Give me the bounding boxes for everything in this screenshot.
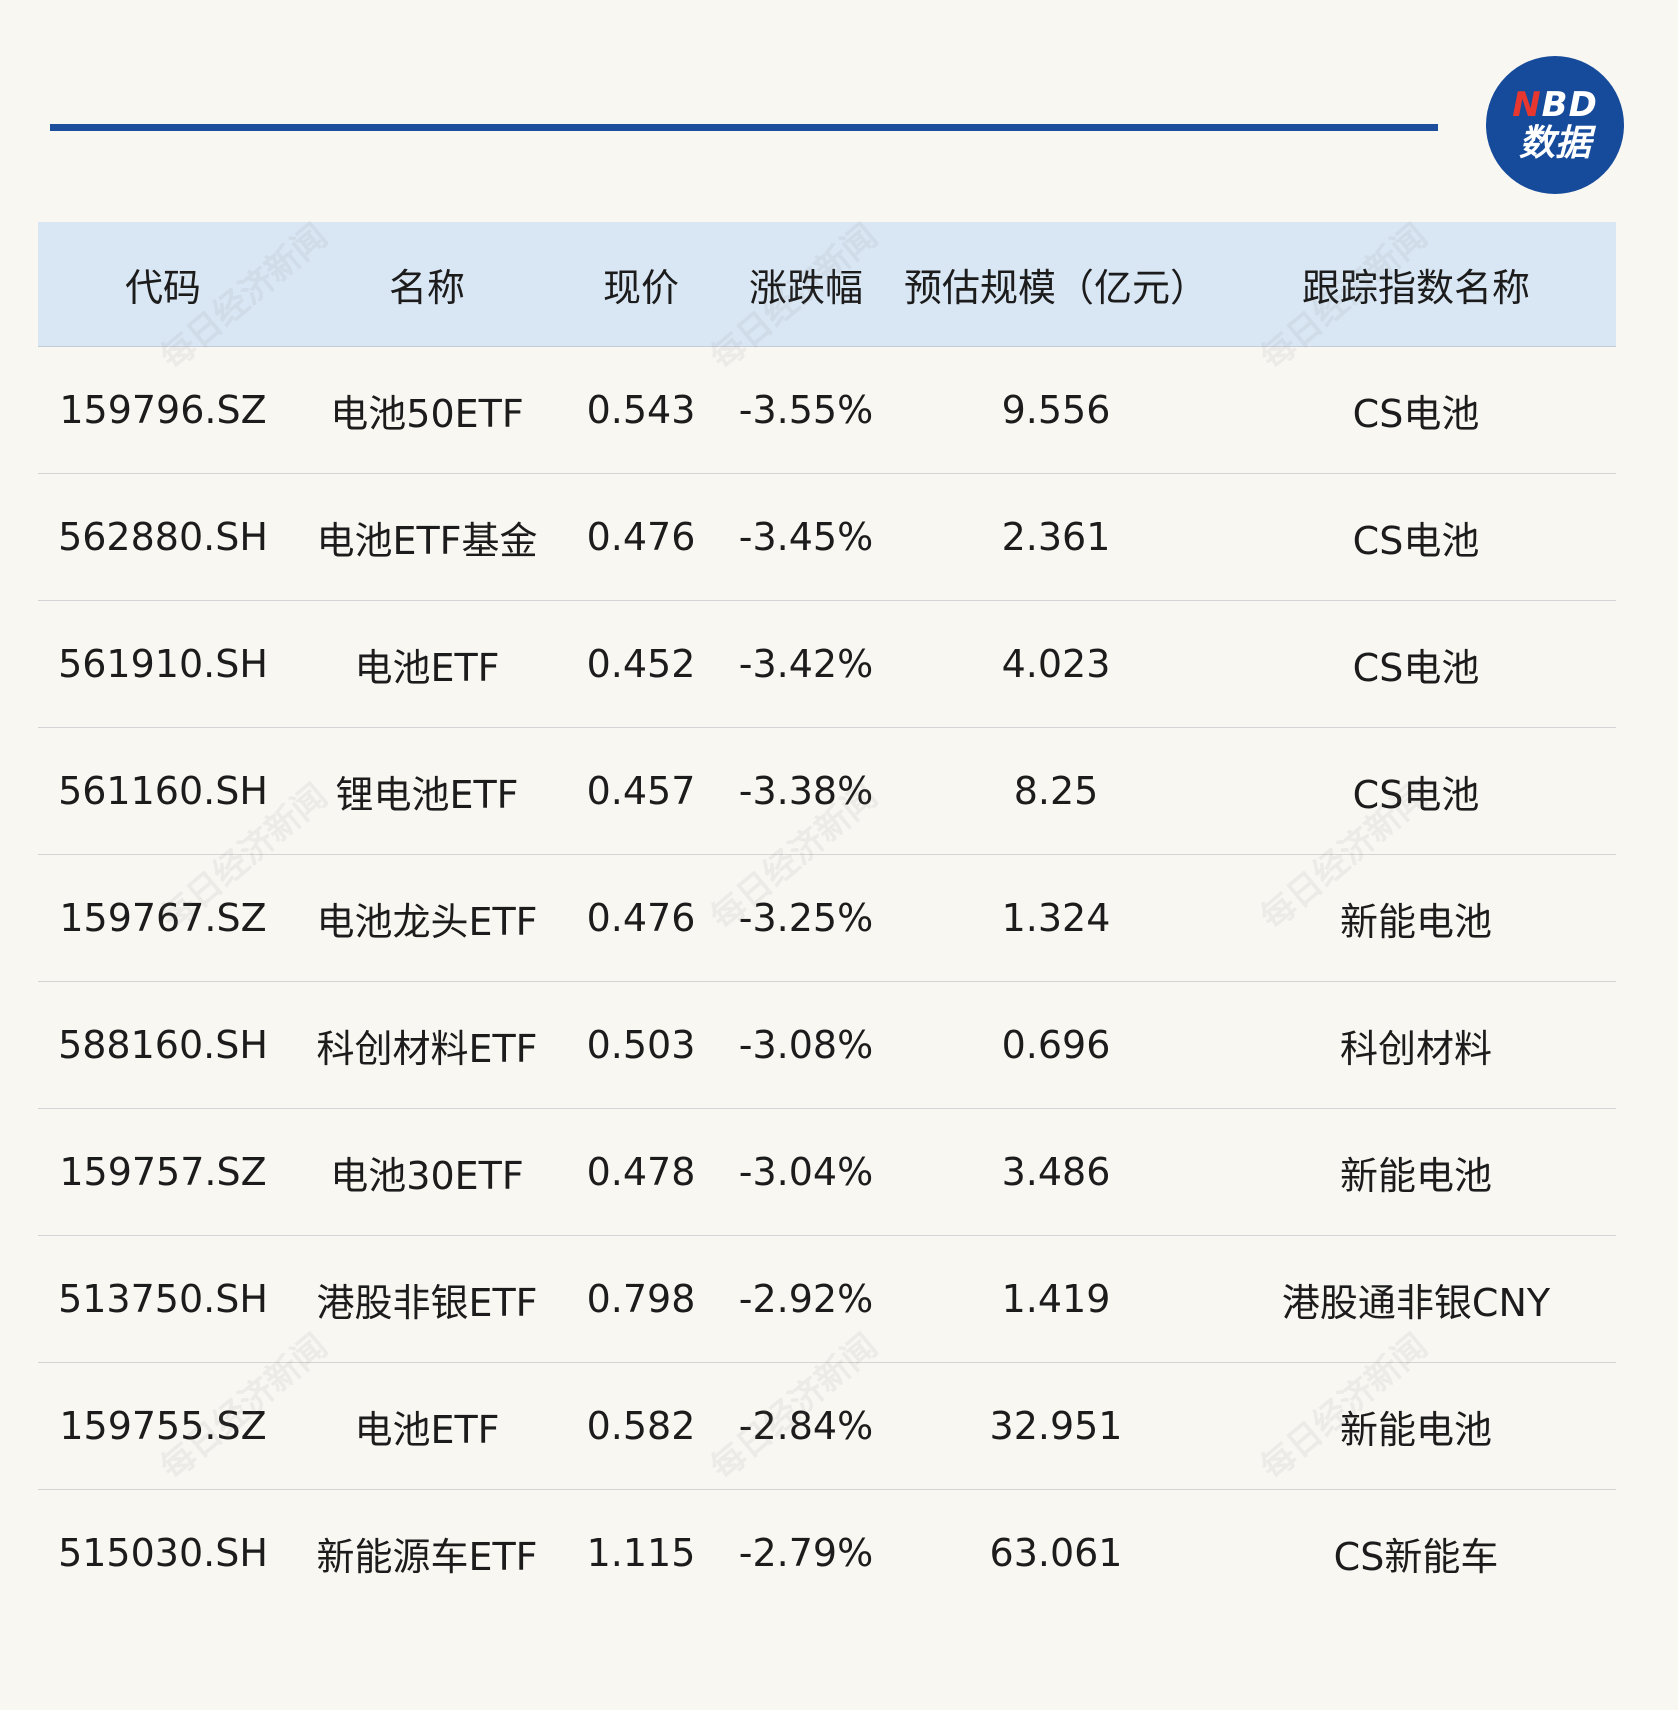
table-row: 562880.SH 电池ETF基金 0.476 -3.45% 2.361 CS电池 [38, 474, 1616, 601]
cell-name: 锂电池ETF [335, 772, 519, 817]
cell-price: 1.115 [586, 1531, 696, 1575]
cell-change: -3.25% [738, 896, 874, 940]
cell-index: CS电池 [1352, 645, 1480, 690]
cell-price: 0.476 [586, 515, 696, 559]
cell-scale: 2.361 [1001, 515, 1111, 559]
cell-price: 0.582 [586, 1404, 696, 1448]
cell-name: 科创材料ETF [316, 1026, 538, 1071]
header-code: 代码 [124, 265, 201, 310]
cell-index: 新能电池 [1339, 1407, 1492, 1452]
cell-code: 159755.SZ [59, 1404, 267, 1448]
cell-name: 电池30ETF [330, 1153, 524, 1198]
logo-top-text: NBD [1512, 85, 1598, 125]
cell-change: -3.38% [738, 769, 874, 813]
cell-index: 新能电池 [1339, 1153, 1492, 1198]
header-name: 名称 [388, 265, 465, 310]
table-row: 513750.SH 港股非银ETF 0.798 -2.92% 1.419 港股通非银CNY [38, 1236, 1616, 1363]
cell-change: -3.42% [738, 642, 874, 686]
table-row: 159757.SZ 电池30ETF 0.478 -3.04% 3.486 新能电池 [38, 1109, 1616, 1236]
cell-price: 0.476 [586, 896, 696, 940]
cell-scale: 4.023 [1001, 642, 1111, 686]
cell-change: -3.45% [738, 515, 874, 559]
cell-price: 0.457 [586, 769, 696, 813]
cell-code: 159796.SZ [59, 388, 267, 432]
cell-change: -2.84% [738, 1404, 874, 1448]
cell-scale: 0.696 [1001, 1023, 1111, 1067]
table-body: 159796.SZ 电池50ETF 0.543 -3.55% 9.556 CS电池 5628… [38, 347, 1616, 1616]
cell-scale: 1.419 [1001, 1277, 1111, 1321]
table-row: 159767.SZ 电池龙头ETF 0.476 -3.25% 1.324 新能电池 [38, 855, 1616, 982]
table-row: 515030.SH 新能源车ETF 1.115 -2.79% 63.061 CS新能车 [38, 1490, 1616, 1616]
cell-name: 电池ETF基金 [316, 518, 538, 563]
cell-code: 513750.SH [58, 1277, 268, 1321]
cell-index: CS新能车 [1333, 1534, 1499, 1579]
cell-scale: 3.486 [1001, 1150, 1111, 1194]
cell-price: 0.503 [586, 1023, 696, 1067]
cell-name: 港股非银ETF [316, 1280, 538, 1325]
cell-price: 0.452 [586, 642, 696, 686]
cell-scale: 9.556 [1001, 388, 1111, 432]
cell-change: -3.08% [738, 1023, 874, 1067]
cell-index: 新能电池 [1339, 899, 1492, 944]
cell-price: 0.798 [586, 1277, 696, 1321]
etf-table: 代码 名称 现价 涨跌幅 预估规模（亿元） 跟踪指数名称 159796.SZ 电池… [38, 222, 1616, 1616]
cell-code: 561160.SH [58, 769, 268, 813]
cell-name: 电池50ETF [330, 391, 524, 436]
table-row: 159755.SZ 电池ETF 0.582 -2.84% 32.951 新能电池 [38, 1363, 1616, 1490]
cell-price: 0.543 [586, 388, 696, 432]
cell-index: CS电池 [1352, 391, 1480, 436]
logo-bottom-text: 数据 [1518, 123, 1591, 164]
cell-scale: 32.951 [989, 1404, 1123, 1448]
cell-name: 电池龙头ETF [316, 899, 538, 944]
header-divider-bar [50, 124, 1438, 131]
table-row: 159796.SZ 电池50ETF 0.543 -3.55% 9.556 CS电池 [38, 347, 1616, 474]
table-header-row: 代码 名称 现价 涨跌幅 预估规模（亿元） 跟踪指数名称 [38, 222, 1616, 347]
cell-price: 0.478 [586, 1150, 696, 1194]
cell-change: -3.55% [738, 388, 874, 432]
cell-index: 科创材料 [1339, 1026, 1492, 1071]
cell-code: 588160.SH [58, 1023, 268, 1067]
nbd-data-logo: NBD 数据 [1486, 56, 1624, 194]
cell-code: 561910.SH [58, 642, 268, 686]
cell-index: CS电池 [1352, 518, 1480, 563]
cell-change: -2.92% [738, 1277, 874, 1321]
table-row: 588160.SH 科创材料ETF 0.503 -3.08% 0.696 科创材料 [38, 982, 1616, 1109]
cell-code: 159767.SZ [59, 896, 267, 940]
table-row: 561160.SH 锂电池ETF 0.457 -3.38% 8.25 CS电池 [38, 728, 1616, 855]
table-row: 561910.SH 电池ETF 0.452 -3.42% 4.023 CS电池 [38, 601, 1616, 728]
cell-change: -3.04% [738, 1150, 874, 1194]
cell-index: CS电池 [1352, 772, 1480, 817]
cell-change: -2.79% [738, 1531, 874, 1575]
header-index: 跟踪指数名称 [1301, 265, 1530, 310]
cell-name: 电池ETF [354, 645, 500, 690]
cell-name: 电池ETF [354, 1407, 500, 1452]
header-scale: 预估规模（亿元） [903, 265, 1208, 310]
cell-code: 159757.SZ [59, 1150, 267, 1194]
cell-scale: 63.061 [989, 1531, 1123, 1575]
cell-code: 562880.SH [58, 515, 268, 559]
cell-code: 515030.SH [58, 1531, 268, 1575]
header-price: 现价 [602, 265, 679, 310]
header-change: 涨跌幅 [748, 265, 863, 310]
cell-scale: 1.324 [1001, 896, 1111, 940]
cell-name: 新能源车ETF [316, 1534, 538, 1579]
cell-index: 港股通非银CNY [1281, 1280, 1551, 1325]
cell-scale: 8.25 [1013, 769, 1099, 813]
